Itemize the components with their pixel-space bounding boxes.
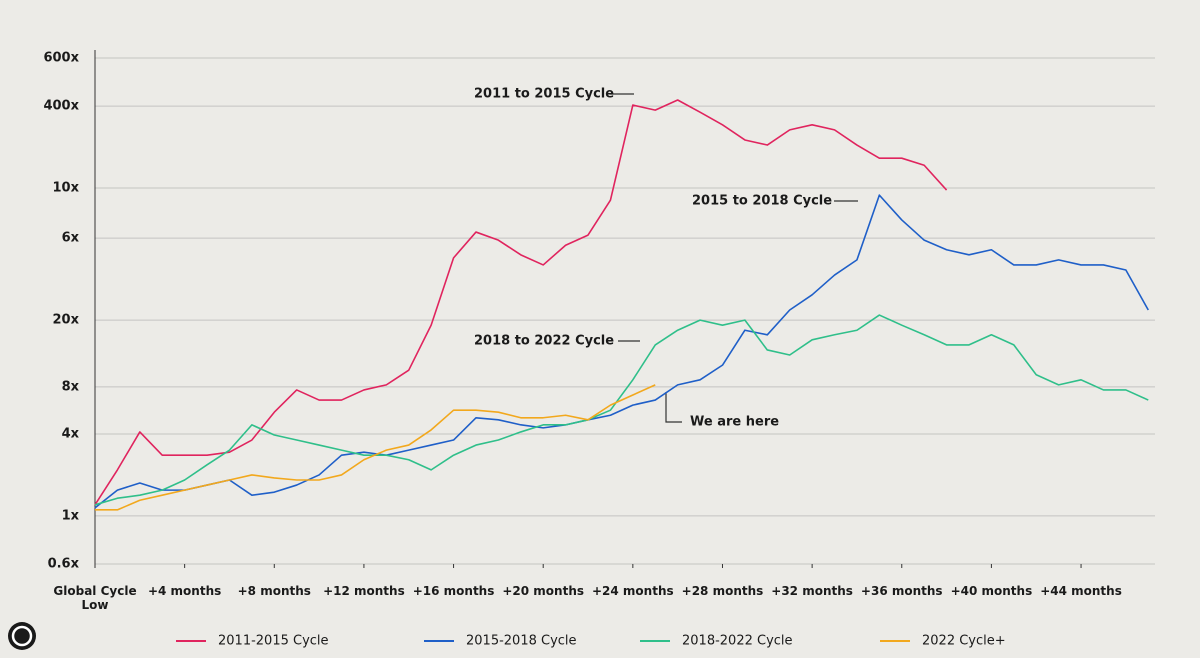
series-line bbox=[94, 314, 1149, 506]
x-tick-label: Global Cycle Low bbox=[53, 584, 137, 612]
x-tick-label: +20 months bbox=[502, 584, 585, 598]
annotation: 2018 to 2022 Cycle bbox=[474, 334, 614, 349]
x-tick-label: +12 months bbox=[323, 584, 405, 598]
legend-label: 2011-2015 Cycle bbox=[218, 634, 329, 649]
y-tick-label: 400x bbox=[43, 99, 79, 114]
y-tick-label: 6x bbox=[62, 231, 80, 246]
x-tick-label: +4 months bbox=[147, 584, 222, 598]
leader-line bbox=[665, 392, 682, 423]
y-tick-label: 1x bbox=[62, 508, 80, 523]
x-tick-label: +24 months bbox=[592, 584, 674, 598]
x-tick-label: +16 months bbox=[412, 584, 495, 598]
leaders bbox=[610, 93, 858, 423]
legend-label: 2015-2018 Cycle bbox=[466, 634, 577, 649]
logo bbox=[8, 622, 36, 650]
y-tick-label: 0.6x bbox=[48, 557, 80, 572]
y-tick-label: 600x bbox=[43, 51, 79, 66]
y-tick-label: 8x bbox=[62, 379, 80, 394]
x-tick-label: +40 months bbox=[950, 584, 1033, 598]
x-tick-label: +28 months bbox=[681, 584, 764, 598]
legend-label: 2018-2022 Cycle bbox=[682, 634, 793, 649]
y-tick-label: 4x bbox=[62, 426, 80, 441]
annotation: 2015 to 2018 Cycle bbox=[692, 194, 832, 209]
x-tick-label: +8 months bbox=[237, 584, 311, 598]
y-tick-label: 10x bbox=[53, 181, 80, 196]
annotation: We are here bbox=[690, 415, 779, 430]
legend-label: 2022 Cycle+ bbox=[922, 634, 1006, 649]
x-tick-label: +44 months bbox=[1040, 584, 1122, 598]
annotation: 2011 to 2015 Cycle bbox=[474, 87, 614, 102]
x-tick-label: +36 months bbox=[860, 584, 943, 598]
series-line bbox=[95, 384, 656, 511]
series-line bbox=[94, 194, 1149, 509]
y-tick-label: 20x bbox=[53, 313, 80, 328]
series-line bbox=[94, 99, 948, 506]
x-tick-label: +32 months bbox=[771, 584, 853, 598]
